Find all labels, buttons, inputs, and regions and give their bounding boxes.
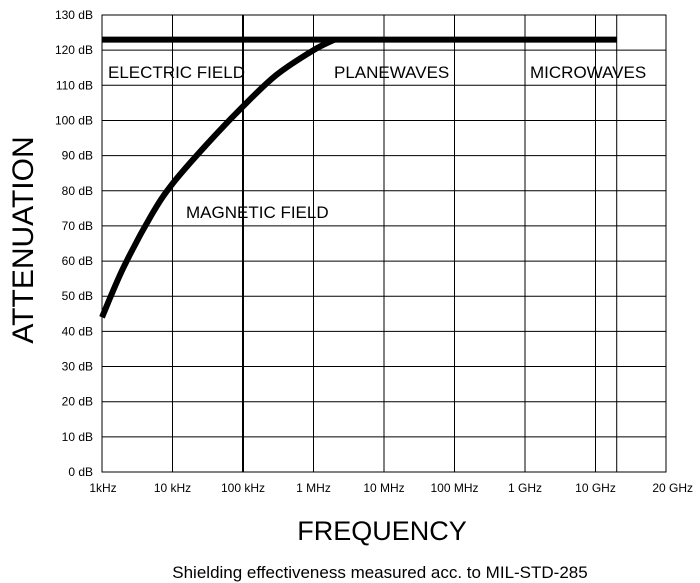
y-axis-label: ATTENUATION [7, 136, 40, 343]
y-tick-label: 80 dB [62, 184, 93, 198]
x-tick-label: 1 MHz [296, 481, 331, 495]
y-tick-label: 100 dB [55, 113, 93, 127]
series-line-magnetic-field [99, 36, 337, 319]
x-tick-label: 100 MHz [430, 481, 478, 495]
x-tick-label: 10 kHz [154, 481, 191, 495]
grid [101, 14, 667, 473]
x-tick-label: 10 GHz [575, 481, 616, 495]
region-label-planewaves: PLANEWAVES [334, 63, 449, 82]
y-tick-label: 70 dB [62, 219, 93, 233]
y-tick-label: 130 dB [55, 8, 93, 22]
y-tick-label: 120 dB [55, 43, 93, 57]
x-tick-label: 10 MHz [363, 481, 404, 495]
region-label-microwaves: MICROWAVES [530, 63, 646, 82]
region-label-electric-field: ELECTRIC FIELD [108, 63, 245, 82]
series-lines [99, 36, 617, 319]
y-tick-label: 30 dB [62, 360, 93, 374]
x-tick-label: 20 GHz [652, 481, 693, 495]
x-tick-label: 1 GHz [508, 481, 542, 495]
x-tick-labels: 1kHz 10 kHz 100 kHz 1 MHz 10 MHz 100 MHz 1 GHz… [89, 481, 693, 495]
x-tick-label: 1kHz [89, 481, 116, 495]
y-tick-label: 110 dB [56, 78, 93, 92]
y-tick-labels: 130 dB 120 dB 110 dB 100 dB 90 dB 80 dB 70 dB 6… [55, 8, 93, 479]
x-tick-label: 100 kHz [221, 481, 265, 495]
plot-border [101, 14, 667, 473]
y-tick-label: 60 dB [62, 254, 93, 268]
y-tick-label: 20 dB [62, 395, 93, 409]
chart-caption: Shielding effectiveness measured acc. to… [172, 563, 587, 582]
y-tick-label: 0 dB [68, 465, 93, 479]
region-label-magnetic-field: MAGNETIC FIELD [186, 203, 329, 222]
y-tick-label: 40 dB [62, 324, 93, 338]
y-tick-label: 50 dB [62, 289, 93, 303]
x-axis-label: FREQUENCY [297, 516, 467, 546]
y-tick-label: 90 dB [62, 149, 93, 163]
y-tick-label: 10 dB [62, 430, 93, 444]
